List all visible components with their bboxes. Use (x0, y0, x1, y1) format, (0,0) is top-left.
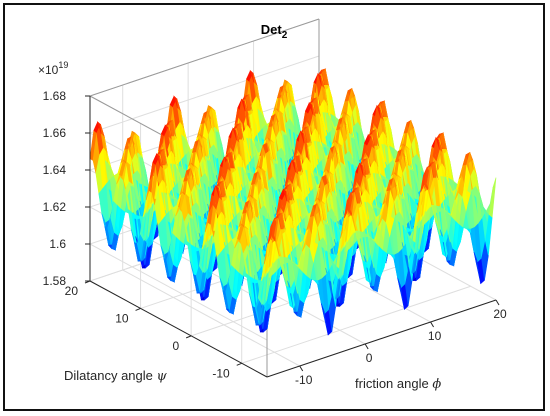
x-tick (495, 299, 500, 306)
box-edge (89, 18, 320, 97)
surface-patch (488, 177, 497, 218)
z-exponent-label: ×1019 (38, 60, 68, 77)
z-tick-label: 1.68 (43, 89, 67, 103)
x-tick (364, 343, 369, 350)
x-tick (430, 321, 435, 328)
grid-line (241, 285, 471, 364)
x-axis-label: friction angle ϕ (355, 376, 441, 392)
z-tick-label: 1.66 (43, 126, 67, 140)
z-tick-label: 1.58 (43, 274, 67, 288)
chart-title: Det2 (261, 22, 288, 41)
x-tick-label: 10 (428, 329, 442, 343)
y-axis-line (89, 280, 268, 378)
grid-line (89, 243, 268, 341)
figure-border (3, 3, 545, 411)
y-tick (135, 307, 141, 311)
y-tick-label: 10 (115, 311, 129, 325)
x-tick (299, 365, 304, 372)
z-tick-label: 1.6 (49, 237, 66, 251)
y-tick-label: -10 (212, 366, 230, 380)
tick-labels: 1.58 1.6 1.62 1.64 1.66 1.68 -10 0 10 20 -10 0 10 20 (43, 89, 507, 387)
x-tick-label: -10 (295, 373, 313, 387)
x-axis-line (266, 299, 497, 378)
axes-box (89, 96, 497, 378)
x-tick-label: 20 (493, 307, 507, 321)
surface-mesh (89, 68, 497, 336)
grid-line (122, 269, 300, 367)
z-tick-label: 1.64 (43, 163, 67, 177)
z-tick-label: 1.62 (43, 200, 67, 214)
x-tick-label: 0 (366, 351, 373, 365)
grid-line (89, 55, 320, 134)
y-tick (84, 280, 91, 284)
y-tick-label: 20 (65, 284, 79, 298)
y-tick (185, 335, 192, 339)
y-tick (236, 362, 242, 366)
y-tick-label: 0 (172, 339, 179, 353)
y-axis-label: Dilatancy angle ψ (64, 368, 168, 384)
